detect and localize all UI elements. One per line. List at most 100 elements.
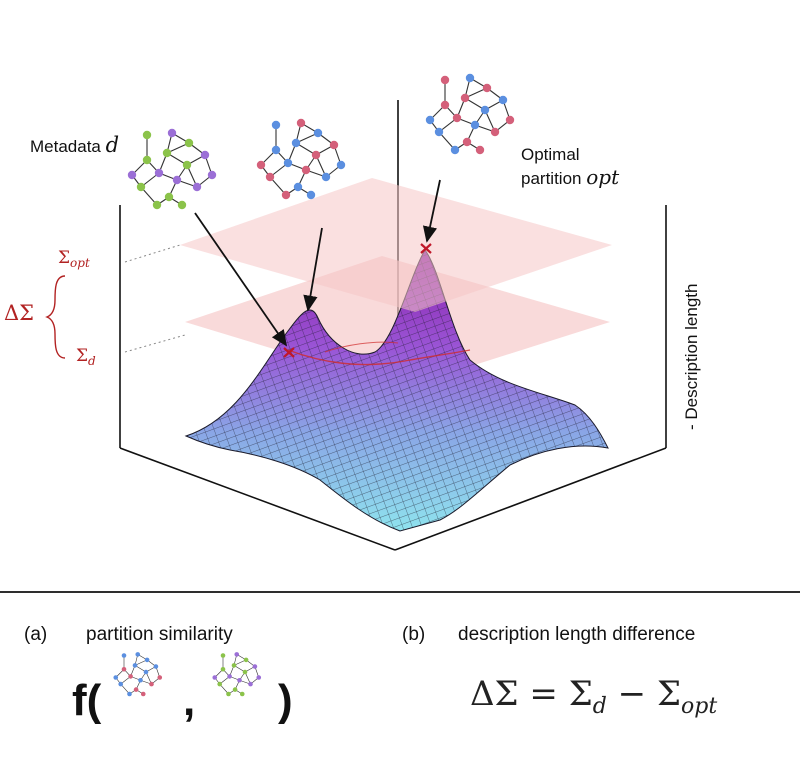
- network-node: [283, 158, 293, 168]
- network-node: [133, 687, 139, 692]
- network-node: [121, 666, 127, 672]
- network-node: [227, 674, 232, 679]
- network-node: [144, 657, 150, 663]
- network-node: [505, 115, 515, 125]
- network-node: [313, 128, 323, 138]
- delta-sigma-brace: [45, 275, 66, 359]
- network-node: [256, 675, 262, 680]
- metadata-network-icon: [127, 128, 217, 210]
- network-node: [217, 681, 223, 687]
- network-node: [265, 172, 275, 182]
- network-node: [242, 669, 248, 675]
- sigma-d-label: Σd: [76, 346, 96, 368]
- panel-b-tag: (b): [402, 624, 425, 645]
- optimal-partition-network-icon: [425, 73, 515, 155]
- network-node: [271, 145, 281, 155]
- network-node: [149, 681, 154, 687]
- network-node: [136, 182, 146, 192]
- network-node: [127, 691, 132, 697]
- guide-lines: [124, 244, 186, 353]
- network-node: [452, 113, 462, 123]
- function-open: f(: [72, 676, 102, 725]
- network-node: [301, 165, 311, 175]
- network-node: [121, 653, 127, 658]
- description-length-surface: [184, 249, 609, 532]
- panel-b-title: description length difference: [458, 624, 695, 645]
- sigma-opt-marker: [420, 243, 432, 254]
- metadata-label: Metadata d: [30, 133, 119, 157]
- network-node: [142, 130, 152, 140]
- network-node: [237, 677, 242, 683]
- network-node: [239, 691, 245, 697]
- network-node: [184, 138, 194, 148]
- network-node: [132, 663, 138, 668]
- network-node: [182, 160, 192, 170]
- network-node: [113, 675, 119, 680]
- delta-sigma-label: ΔΣ: [4, 301, 34, 325]
- network-node: [256, 160, 266, 170]
- optimal-label-line2: partition opt: [521, 165, 620, 189]
- network-node: [243, 657, 249, 663]
- network-node: [234, 652, 240, 657]
- network-node: [118, 681, 124, 687]
- network-node: [460, 93, 470, 103]
- network-node: [220, 653, 226, 658]
- description-length-axis-label: - Description length: [682, 284, 701, 430]
- optimal-label-line1: Optimal: [521, 145, 580, 164]
- network-node: [462, 137, 472, 147]
- network-node: [271, 120, 281, 130]
- network-node: [138, 677, 143, 683]
- network-node: [153, 664, 159, 669]
- network-node: [248, 681, 253, 687]
- network-node: [226, 691, 231, 697]
- network-node: [231, 663, 237, 668]
- network-node: [470, 120, 480, 130]
- network-node: [311, 150, 321, 160]
- partition-network-icon-2: [212, 652, 262, 697]
- network-node: [252, 664, 258, 669]
- network-node: [154, 168, 164, 178]
- network-node: [157, 675, 163, 680]
- network-node: [200, 150, 210, 160]
- network-node: [475, 145, 485, 155]
- network-node: [152, 200, 162, 210]
- function-close: ): [278, 676, 293, 725]
- panel-a-tag: (a): [24, 624, 47, 645]
- network-node: [336, 160, 346, 170]
- network-node: [232, 687, 238, 692]
- network-node: [465, 73, 475, 83]
- network-node: [167, 128, 177, 138]
- network-node: [490, 127, 500, 137]
- network-node: [135, 652, 141, 657]
- network-node: [128, 674, 133, 679]
- function-comma: ,: [183, 676, 195, 725]
- network-node: [212, 675, 218, 680]
- network-node: [480, 105, 490, 115]
- arrows: [194, 179, 441, 347]
- network-node: [440, 100, 450, 110]
- network-node: [192, 182, 202, 192]
- sigma-opt-plane: [180, 178, 612, 312]
- network-node: [450, 145, 460, 155]
- delta-sigma-equation: ΔΣ = Σd − Σopt: [470, 674, 717, 719]
- partition-network-icon-1: [113, 652, 163, 697]
- network-node: [291, 138, 301, 148]
- network-node: [306, 190, 316, 200]
- network-node: [329, 140, 339, 150]
- network-node: [482, 83, 492, 93]
- network-node: [425, 115, 435, 125]
- network-node: [281, 190, 291, 200]
- network-node: [293, 182, 303, 192]
- network-node: [440, 75, 450, 85]
- network-node: [162, 148, 172, 158]
- network-node: [207, 170, 217, 180]
- panel-a-title: partition similarity: [86, 624, 233, 645]
- network-node: [296, 118, 306, 128]
- sigma-opt-label: Σopt: [58, 248, 90, 270]
- network-node: [142, 155, 152, 165]
- network-node: [177, 200, 187, 210]
- network-node: [434, 127, 444, 137]
- network-node: [127, 170, 137, 180]
- network-node: [220, 666, 226, 672]
- network-node: [140, 691, 146, 697]
